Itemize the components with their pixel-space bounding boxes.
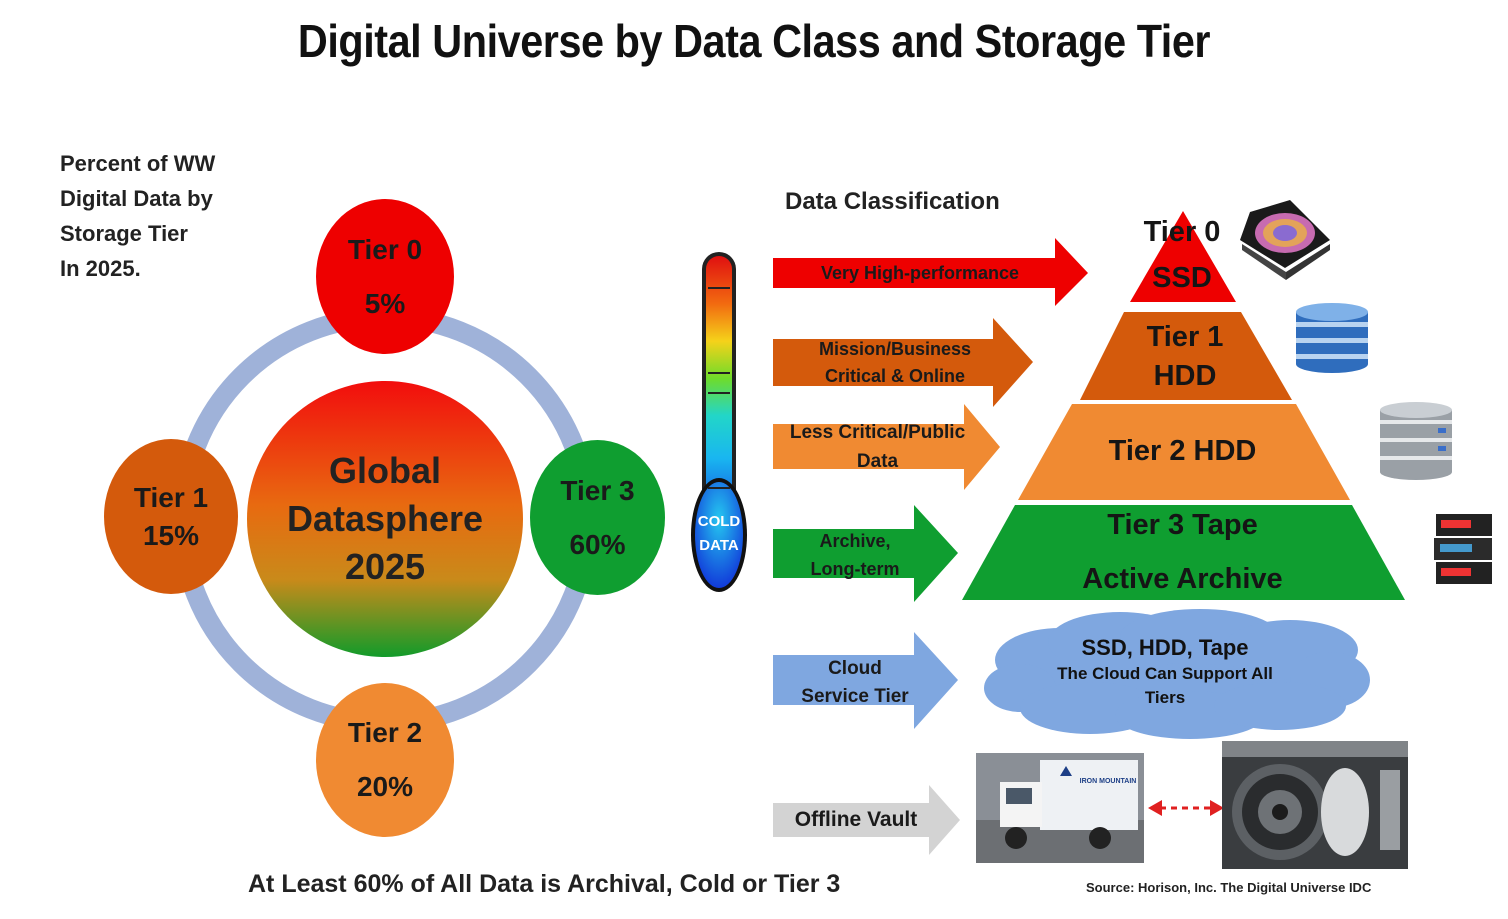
pyramid-tier3-media: Active Archive: [1082, 563, 1283, 595]
arrow-offline: [773, 785, 960, 855]
global-line: Global: [328, 450, 441, 491]
data-classification-title: Data Classification: [785, 188, 1000, 215]
pyramid-tier1-media: HDD: [1153, 360, 1217, 392]
tier1-label: Tier 1: [133, 481, 209, 513]
transfer-double-arrow: [1148, 800, 1224, 816]
caption-line: In 2025.: [60, 256, 141, 281]
bank-vault-image: [1222, 741, 1408, 869]
tier1-value: 15%: [142, 519, 200, 551]
class-cloud-line: Service Tier: [801, 686, 909, 707]
class-cloud-line: Cloud: [828, 658, 882, 679]
pyramid-tier2-label: Tier 2 HDD: [1108, 434, 1257, 467]
class-cloud: Cloud Service Tier: [775, 654, 935, 712]
tier2-label: Tier 2: [347, 717, 423, 748]
pyramid-tier0-label: Tier 0 SSD: [1120, 208, 1244, 302]
class-mission-line: Critical & Online: [824, 366, 966, 386]
global-line: Datasphere: [286, 498, 484, 539]
class-less-critical-line: Data: [856, 451, 899, 472]
pyramid-tier0-name: Tier 0: [1143, 216, 1221, 248]
data-label: DATA: [699, 537, 739, 554]
tier3-circle: Tier 3 60%: [530, 440, 665, 595]
class-less-critical: Less Critical/Public Data: [775, 418, 980, 476]
truck-logo-text: IRON MOUNTAIN: [1079, 778, 1137, 785]
pyramid-tier2: [1018, 404, 1350, 500]
tier0-circle: Tier 0 5%: [316, 199, 454, 354]
pyramid-tier0: [1130, 211, 1236, 302]
class-archive-line: Archive,: [819, 531, 891, 551]
cloud-line2: The Cloud Can Support All: [1057, 664, 1273, 683]
pyramid-tier1: [1080, 312, 1292, 400]
source-citation: Source: Horison, Inc. The Digital Univer…: [1086, 880, 1372, 895]
tier1-circle: Tier 1 15%: [104, 439, 238, 594]
thermometer-icon: [691, 252, 747, 592]
tier2-circle: Tier 2 20%: [316, 683, 454, 837]
cloud-line1: SSD, HDD, Tape: [1081, 635, 1249, 660]
caption-line: Percent of WW: [60, 151, 216, 176]
cloud-shape: [984, 609, 1370, 739]
class-mission-line: Mission/Business: [818, 339, 972, 359]
storage-tier-caption: Percent of WW Digital Data by Storage Ti…: [60, 146, 300, 286]
ssd-chip-icon: [1240, 200, 1330, 280]
tape-cartridge-icon: [1434, 514, 1492, 584]
class-archive: Archive, Long-term: [775, 526, 935, 584]
tier0-label: Tier 0: [347, 233, 423, 265]
class-mission: Mission/Business Critical & Online: [790, 336, 1000, 390]
global-datasphere-disc: [247, 381, 523, 657]
cloud-line3: Tiers: [1144, 688, 1186, 707]
class-less-critical-line: Less Critical/Public: [789, 422, 966, 443]
cold-label: COLD: [697, 513, 741, 530]
pyramid-tier3: [962, 505, 1405, 600]
arrow-very-high: [773, 238, 1088, 306]
tier3-value: 60%: [569, 528, 626, 560]
arrow-less-critical: [773, 404, 1000, 490]
caption-line: Digital Data by: [60, 186, 213, 211]
global-line: 2025: [344, 546, 426, 587]
cloud-label: SSD, HDD, Tape The Cloud Can Support All…: [1040, 634, 1290, 710]
tier0-value: 5%: [364, 287, 406, 319]
pyramid-tier0-media: SSD: [1152, 262, 1212, 294]
class-very-high: Very High-performance: [820, 263, 1020, 283]
tier2-value: 20%: [356, 771, 414, 802]
pyramid-tier3-label: Tier 3 Tape Active Archive: [1020, 500, 1345, 604]
pyramid-tier1-label: Tier 1 HDD: [1110, 314, 1260, 400]
class-archive-line: Long-term: [810, 559, 900, 579]
pyramid-tier1-name: Tier 1: [1146, 321, 1224, 353]
hdd-server-icon: [1380, 402, 1452, 480]
class-offline: Offline Vault: [794, 808, 918, 831]
pyramid-tier3-name: Tier 3 Tape: [1107, 509, 1258, 541]
bottom-note: At Least 60% of All Data is Archival, Co…: [248, 870, 841, 898]
arrow-archive: [773, 505, 958, 602]
delivery-truck-image: [976, 753, 1144, 863]
hdd-database-icon: [1296, 303, 1368, 373]
arrow-cloud: [773, 632, 958, 729]
global-datasphere: Global Datasphere 2025: [247, 381, 523, 657]
caption-line: Storage Tier: [60, 221, 188, 246]
cold-data-label: COLD DATA: [695, 510, 743, 558]
tier3-label: Tier 3: [560, 474, 635, 506]
page-title: Digital Universe by Data Class and Stora…: [297, 15, 1211, 67]
arrow-mission: [773, 318, 1033, 407]
